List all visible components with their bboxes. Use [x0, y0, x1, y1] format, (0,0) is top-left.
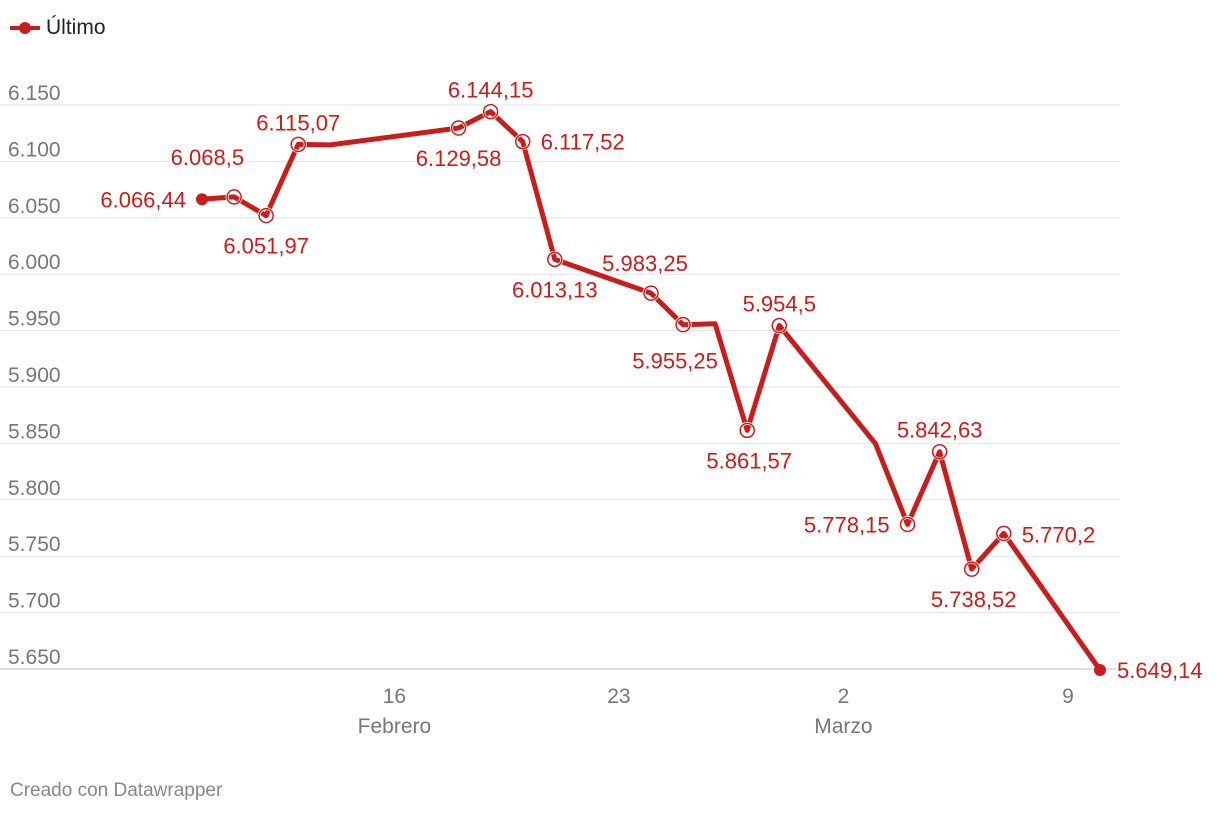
y-tick-label: 5.750: [8, 533, 61, 556]
y-tick-label: 5.800: [8, 477, 61, 500]
data-point: [675, 316, 691, 333]
data-label-halo: 5.770,2: [1022, 522, 1095, 547]
data-point: [963, 561, 980, 577]
data-point: [931, 443, 948, 460]
data-point: [771, 317, 788, 334]
y-tick-label: 5.900: [8, 364, 61, 387]
x-tick-label: 9: [1062, 685, 1074, 708]
data-label: 5.778,15: [804, 512, 890, 537]
data-label: 6.115,07: [256, 110, 340, 135]
data-label: 5.954,5: [743, 292, 816, 317]
data-label-halo: 6.117,52: [541, 130, 625, 155]
y-tick-label: 6.100: [8, 138, 61, 161]
data-label: 6.013,13: [512, 277, 598, 302]
data-label-halo: 5.955,25: [632, 349, 718, 374]
data-point: [196, 193, 208, 206]
data-point: [226, 189, 242, 205]
legend-swatch-icon: [10, 21, 40, 35]
legend-label: Último: [46, 16, 106, 39]
data-label-halo: 5.738,52: [931, 587, 1017, 612]
data-label: 6.066,44: [100, 187, 186, 212]
data-label-halo: 5.954,5: [743, 292, 816, 317]
data-label: 6.051,97: [223, 234, 309, 259]
y-tick-label: 6.000: [8, 251, 61, 274]
x-tick-label: 16: [383, 685, 406, 708]
y-tick-label: 6.150: [8, 82, 61, 105]
data-label: 5.842,63: [897, 418, 983, 443]
data-label: 5.738,52: [931, 587, 1017, 612]
data-label-halo: 6.066,44: [100, 187, 186, 212]
data-label: 5.649,14: [1117, 658, 1203, 683]
data-point: [739, 422, 755, 439]
chart-legend: Último: [10, 16, 106, 40]
data-label: 6.129,58: [416, 146, 502, 171]
data-point: [899, 516, 916, 533]
data-label-halo: 6.051,97: [223, 234, 309, 259]
data-point: [482, 103, 499, 120]
y-tick-label: 5.650: [8, 646, 61, 669]
data-label-halo: 5.842,63: [897, 418, 983, 443]
data-label-halo: 5.649,14: [1117, 658, 1203, 683]
data-point: [514, 133, 531, 150]
data-label-halo: 6.144,15: [448, 78, 534, 103]
data-label-halo: 5.778,15: [804, 512, 890, 537]
x-tick-label: 2: [838, 685, 850, 708]
data-point: [643, 285, 659, 301]
y-tick-label: 6.050: [8, 195, 61, 218]
series-line: [199, 109, 1103, 673]
data-point: [290, 136, 306, 153]
y-tick-label: 5.700: [8, 590, 61, 613]
data-label: 5.983,25: [602, 251, 688, 276]
y-tick-label: 5.850: [8, 420, 61, 443]
data-point: [450, 120, 467, 136]
data-label-halo: 6.129,58: [416, 146, 502, 171]
data-label: 5.770,2: [1022, 522, 1095, 547]
y-tick-label: 5.950: [8, 308, 61, 331]
chart-credit: Creado con Datawrapper: [10, 780, 223, 801]
data-point: [1094, 663, 1106, 676]
data-label: 6.117,52: [541, 130, 625, 155]
data-label: 5.861,57: [706, 448, 792, 473]
data-label: 6.068,5: [171, 145, 244, 170]
x-tick-sublabel: Marzo: [814, 715, 872, 738]
data-label-halo: 5.983,25: [602, 251, 688, 276]
data-label: 5.955,25: [632, 349, 718, 374]
data-label-halo: 6.013,13: [512, 277, 598, 302]
x-tick-label: 23: [607, 685, 630, 708]
data-point: [547, 251, 563, 268]
data-point: [258, 207, 274, 224]
data-label-halo: 6.115,07: [256, 110, 340, 135]
data-label: 6.144,15: [448, 78, 534, 103]
data-point: [996, 525, 1012, 542]
data-label-halo: 5.861,57: [706, 448, 792, 473]
x-tick-sublabel: Febrero: [358, 715, 432, 738]
data-label-halo: 6.068,5: [171, 145, 244, 170]
